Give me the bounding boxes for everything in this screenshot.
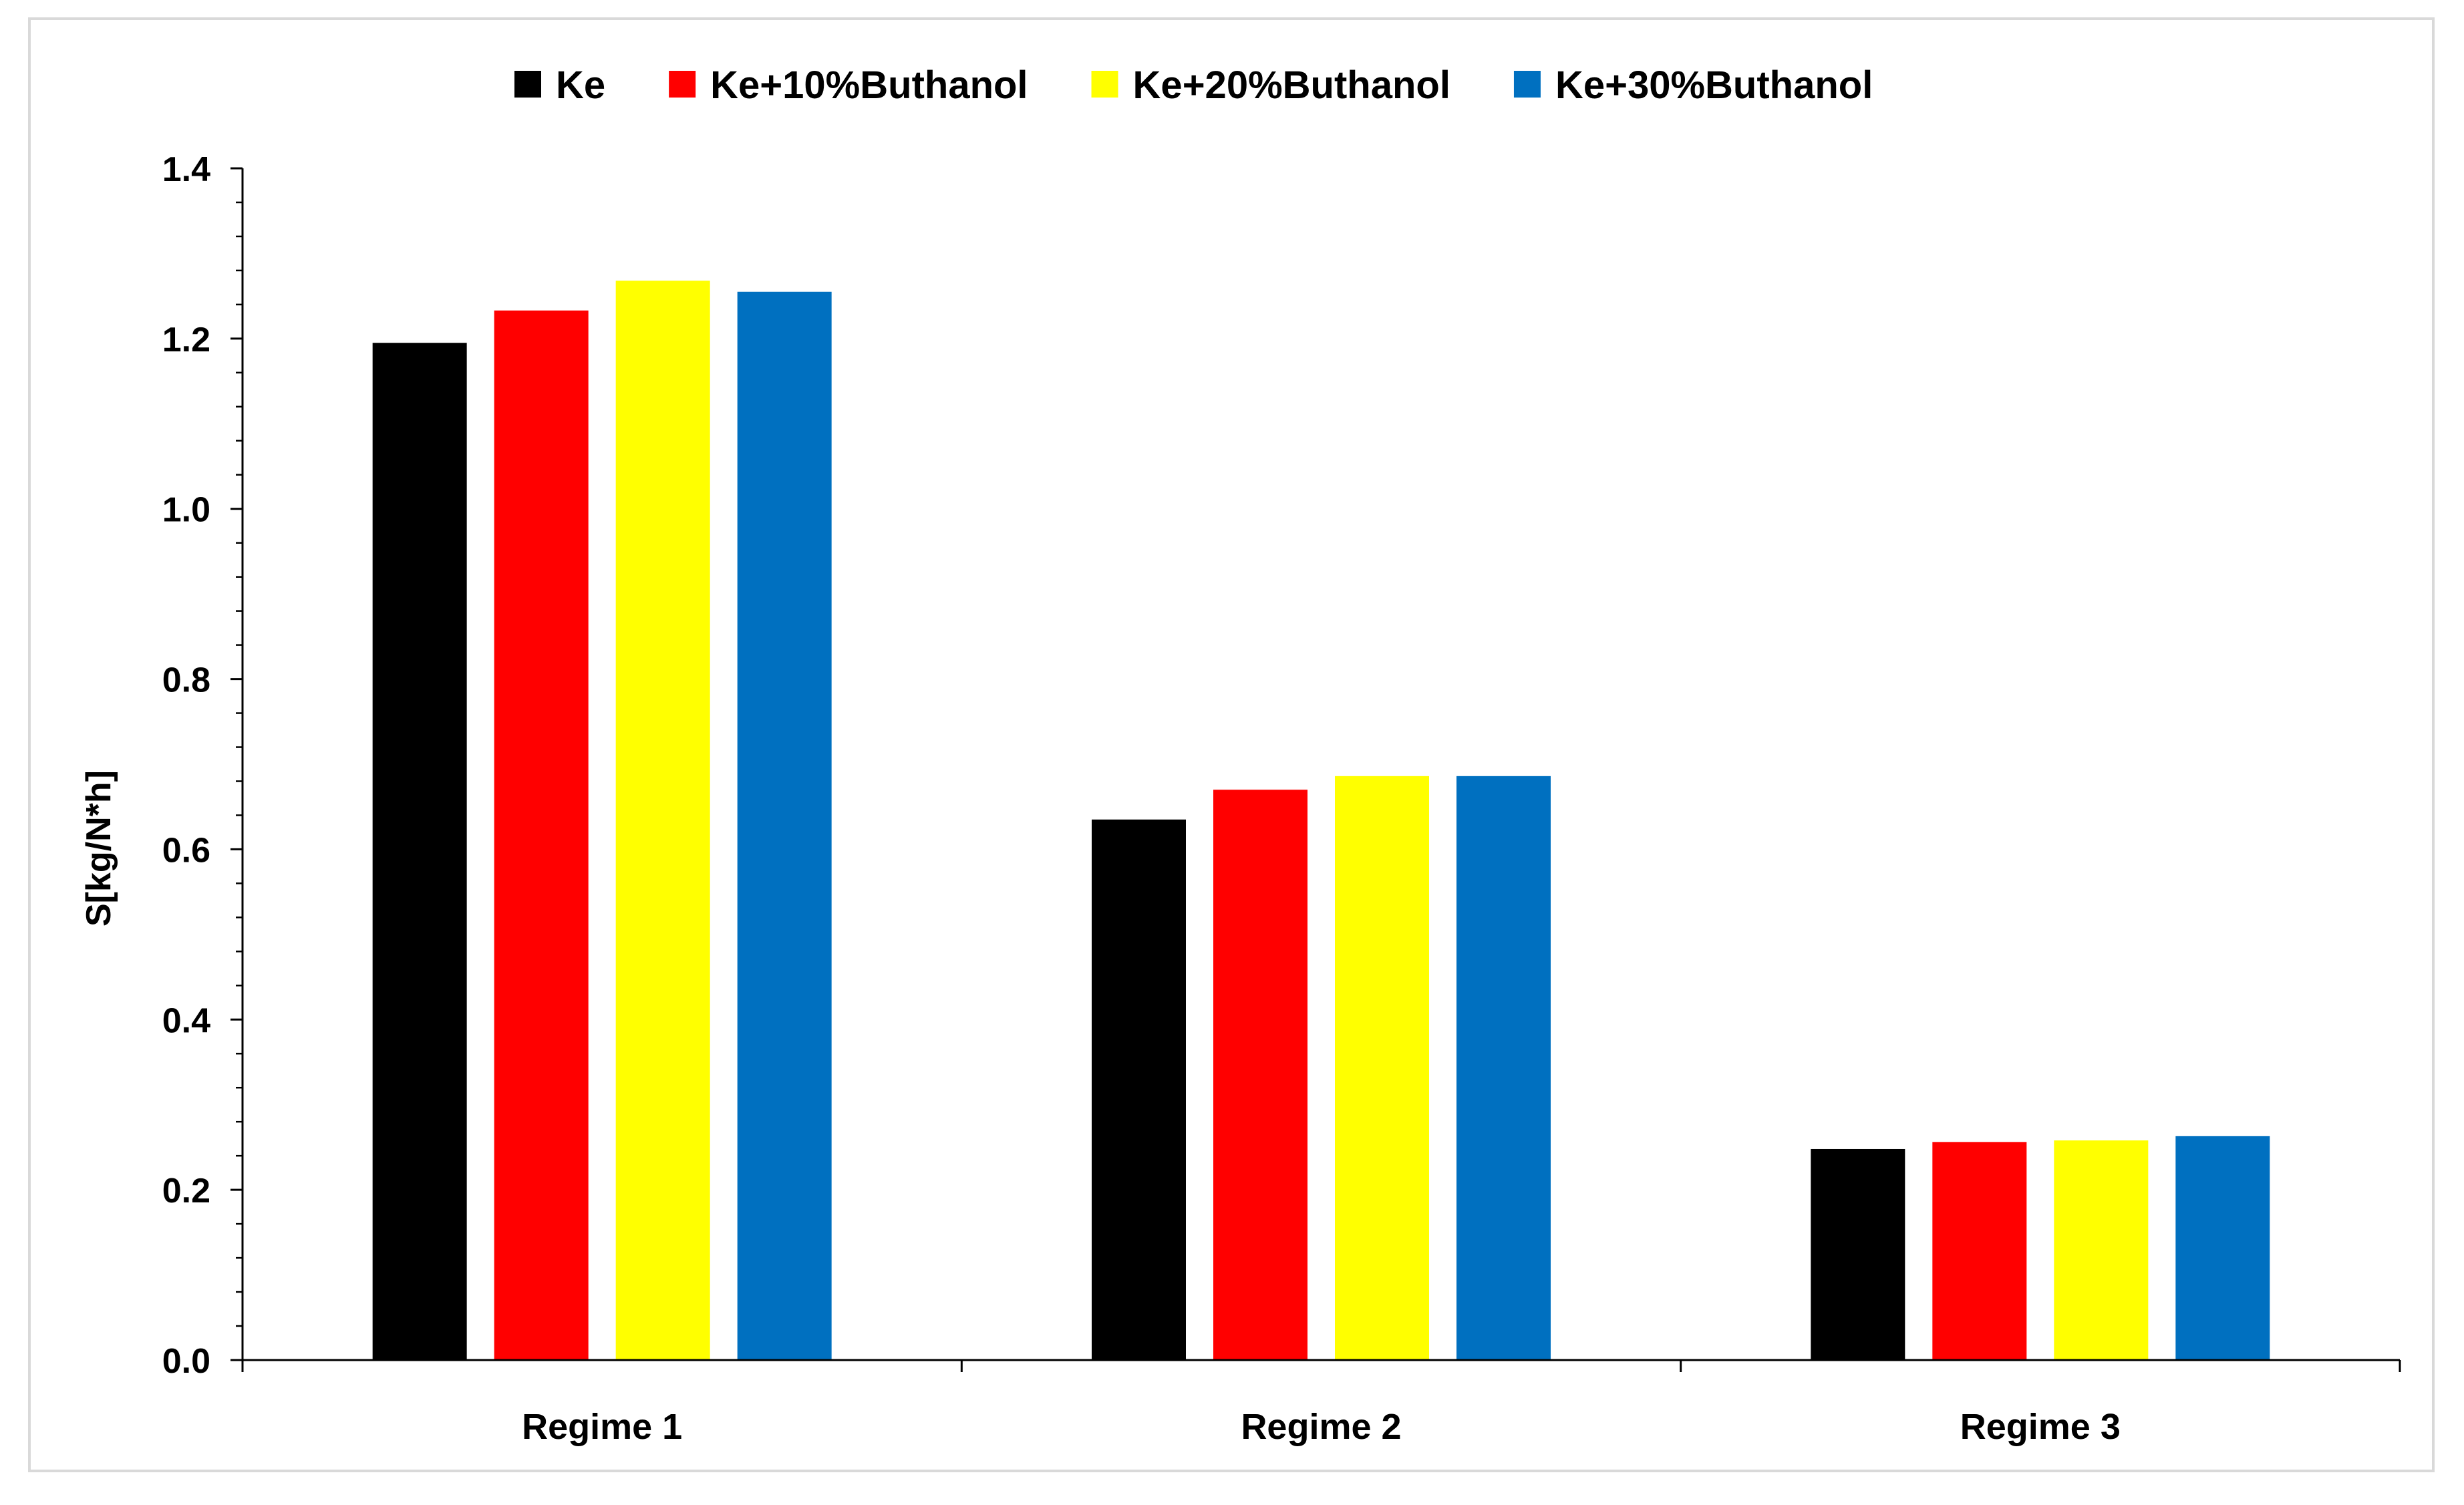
- y-axis: 0.0 0.2 0.4 0.6 0.8 1.0 1.2 1.4: [162, 150, 244, 1381]
- bar: [1811, 1148, 1905, 1360]
- bar: [615, 281, 710, 1361]
- legend-swatch: [514, 71, 541, 98]
- legend-label: Ke+30%Buthanol: [1555, 63, 1873, 107]
- bar: [1092, 819, 1186, 1360]
- y-tick-label: 1.4: [162, 150, 210, 189]
- legend: Ke Ke+10%Buthanol Ke+20%Buthanol Ke+30%Buth…: [514, 63, 1873, 107]
- y-tick-label: 0.0: [162, 1342, 210, 1381]
- y-tick-label: 1.0: [162, 491, 210, 530]
- bar: [1213, 790, 1307, 1360]
- bar: [1456, 776, 1551, 1360]
- legend-swatch: [1513, 71, 1541, 98]
- bar: [2175, 1136, 2270, 1360]
- bar: [372, 343, 467, 1361]
- x-category-label: Regime 3: [1960, 1407, 2121, 1447]
- y-tick-label: 0.4: [162, 1001, 210, 1040]
- y-axis-title: S[kg/N*h]: [80, 770, 118, 927]
- y-tick-label: 0.2: [162, 1172, 210, 1210]
- bar: [1335, 776, 1429, 1360]
- y-tick-label: 1.2: [162, 321, 210, 359]
- legend-swatch: [669, 71, 696, 98]
- bar: [2054, 1140, 2149, 1360]
- bar: [494, 310, 589, 1361]
- legend-label: Ke+20%Buthanol: [1133, 63, 1450, 107]
- bar: [1932, 1142, 2027, 1360]
- legend-label: Ke+10%Buthanol: [710, 63, 1028, 107]
- legend-label: Ke: [556, 63, 605, 107]
- x-axis: Regime 1 Regime 2 Regime 3: [241, 1359, 2401, 1447]
- bar: [737, 291, 832, 1360]
- legend-swatch: [1091, 71, 1118, 98]
- bars: [372, 281, 2270, 1361]
- x-category-label: Regime 2: [1241, 1407, 1401, 1447]
- y-tick-label: 0.8: [162, 661, 210, 700]
- x-category-label: Regime 1: [522, 1407, 682, 1447]
- y-tick-label: 0.6: [162, 831, 210, 870]
